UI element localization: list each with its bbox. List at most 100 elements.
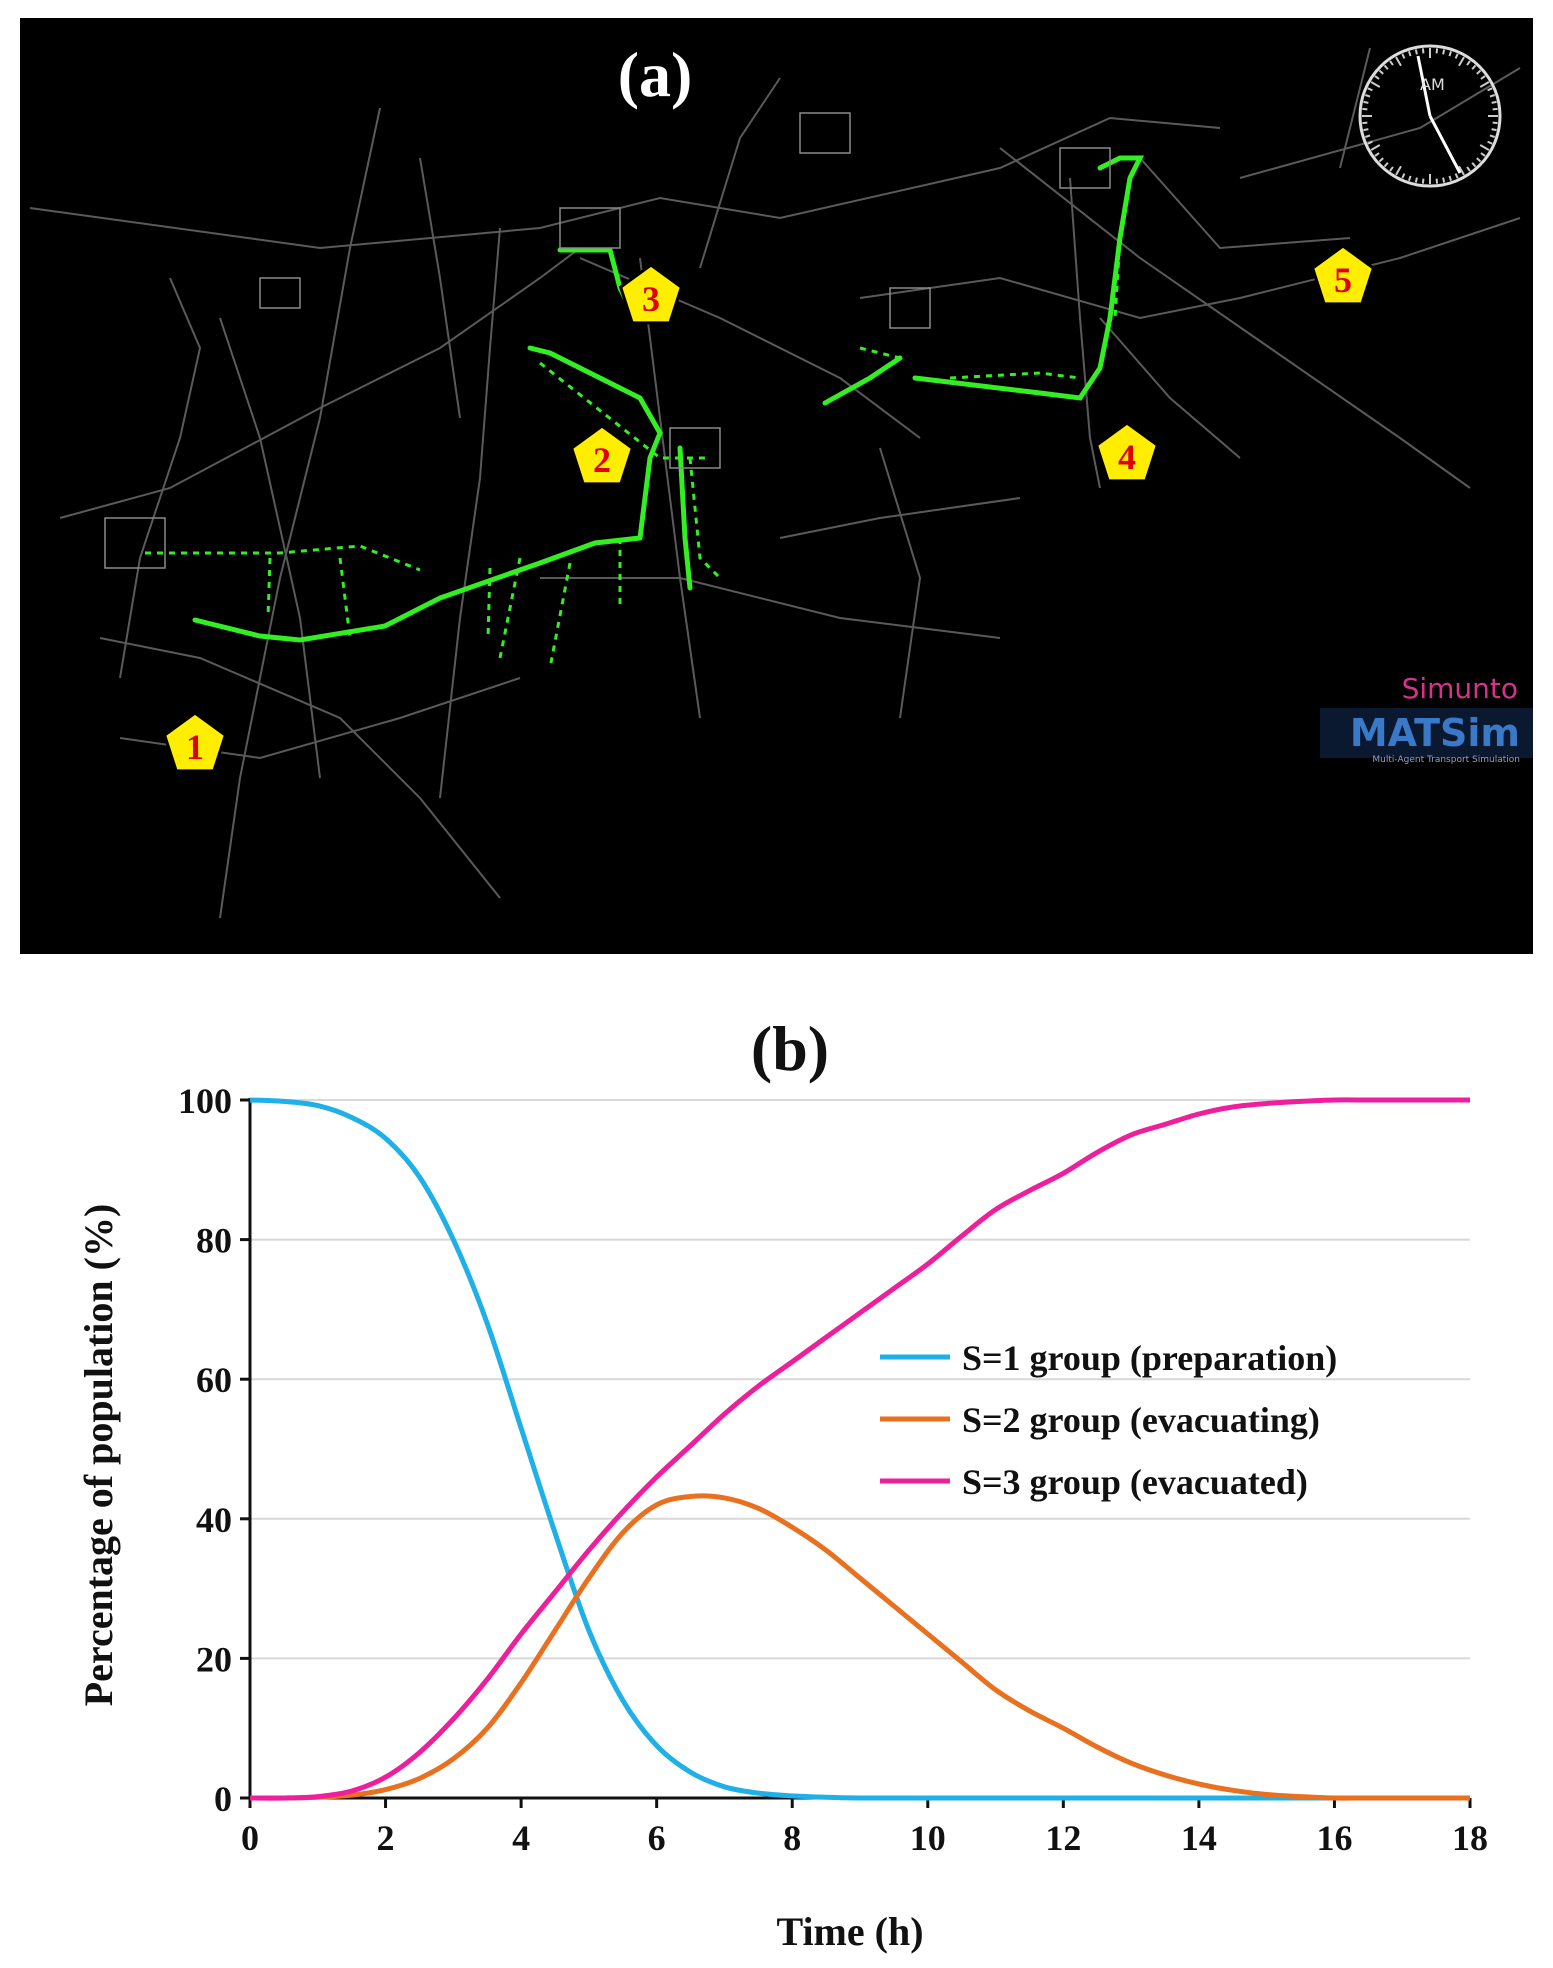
- clock-tick: [1383, 162, 1389, 168]
- y-tick-label: 0: [214, 1779, 232, 1819]
- matsim-logo: MATSim: [1350, 711, 1520, 755]
- chart-legend: S=1 group (preparation) S=2 group (evacua…: [880, 1338, 1337, 1502]
- clock-tick: [1491, 128, 1497, 132]
- matsim-logo-bg: [1320, 708, 1533, 758]
- clock-tick: [1471, 162, 1477, 168]
- chart-gridlines: [250, 1099, 1470, 1660]
- marker-pentagon: [1094, 421, 1160, 483]
- clock-tick: [1492, 121, 1498, 125]
- x-tick-label: 14: [1181, 1818, 1217, 1858]
- clock-tick: [1395, 165, 1402, 176]
- x-tick-label: 8: [783, 1818, 801, 1858]
- legend-label: S=1 group (preparation): [962, 1338, 1337, 1378]
- panel-a-label: (a): [618, 39, 693, 110]
- clock-tick: [1487, 140, 1493, 145]
- clock-tick: [1389, 166, 1394, 172]
- clock-tick: [1367, 140, 1373, 145]
- marker-pentagon: [618, 263, 684, 325]
- x-axis-label: Time (h): [776, 1909, 923, 1954]
- x-tick-label: 10: [910, 1818, 946, 1858]
- clock-tick: [1471, 64, 1477, 70]
- clock-tick: [1378, 157, 1384, 163]
- clock-tick: [1454, 53, 1459, 59]
- site-markers: 1 2 3 4 5: [162, 244, 1376, 773]
- x-tick-label: 0: [241, 1818, 259, 1858]
- marker-label: 2: [593, 440, 611, 480]
- marker-label: 3: [642, 279, 660, 319]
- clock-face: [1358, 44, 1502, 188]
- clock-tick: [1466, 166, 1471, 172]
- clock-minute-hand: [1428, 115, 1462, 174]
- map-view: 1 2 3 4 5 AM Simunto MATSim Multi-Agent Tran…: [20, 18, 1533, 954]
- clock-tick: [1476, 157, 1482, 163]
- simunto-logo: Simunto: [1402, 672, 1518, 705]
- series-line-2: [249, 1493, 1470, 1801]
- y-tick-label: 60: [196, 1360, 232, 1400]
- y-tick-label: 40: [196, 1500, 232, 1540]
- marker-1: 1: [162, 711, 228, 773]
- marker-label: 1: [186, 727, 204, 767]
- clock-widget: AM: [1358, 44, 1502, 188]
- town-clusters: [104, 112, 1111, 569]
- clock-tick: [1458, 56, 1465, 67]
- clock-tick: [1401, 53, 1406, 59]
- legend-label: S=2 group (evacuating): [962, 1400, 1320, 1440]
- clock-tick: [1414, 177, 1418, 183]
- clock-tick: [1466, 60, 1471, 66]
- clock-tick: [1383, 64, 1389, 70]
- clock-tick: [1479, 81, 1490, 88]
- x-tick-label: 4: [512, 1818, 530, 1858]
- legend-item-1: S=1 group (preparation): [880, 1338, 1337, 1378]
- clock-tick: [1489, 134, 1495, 138]
- marker-4: 4: [1094, 421, 1160, 483]
- clock-tick: [1363, 128, 1369, 132]
- clock-tick: [1489, 94, 1495, 98]
- clock-tick: [1370, 81, 1381, 88]
- y-tick-label: 100: [178, 1081, 232, 1121]
- clock-tick: [1435, 178, 1439, 184]
- x-tick-label: 16: [1316, 1818, 1352, 1858]
- clock-tick: [1492, 107, 1498, 111]
- x-tick-label: 2: [377, 1818, 395, 1858]
- clock-tick: [1374, 152, 1380, 157]
- matsim-subtitle: Multi-Agent Transport Simulation: [1372, 755, 1520, 765]
- x-tick-label: 18: [1452, 1818, 1488, 1858]
- chart-axes: [240, 1098, 1472, 1808]
- chart-series: [249, 1097, 1470, 1801]
- clock-tick: [1367, 87, 1373, 92]
- series-line-3: [249, 1097, 1470, 1801]
- x-tick-label: 12: [1045, 1818, 1081, 1858]
- clock-tick: [1414, 49, 1418, 55]
- x-tick-labels: 0 2 4 6 8 10 12 14 16 18: [241, 1818, 1488, 1858]
- marker-pentagon: [569, 424, 635, 486]
- marker-pentagon: [162, 711, 228, 773]
- series-line-1: [249, 1097, 1470, 1801]
- marker-label: 5: [1334, 260, 1352, 300]
- clock-tick: [1365, 134, 1371, 138]
- marker-pentagon: [1310, 244, 1376, 306]
- clock-tick: [1448, 51, 1452, 57]
- marker-5: 5: [1310, 244, 1376, 306]
- clock-tick: [1476, 69, 1482, 75]
- clock-hour-hand: [1416, 55, 1432, 117]
- clock-tick: [1448, 175, 1452, 181]
- marker-2: 2: [569, 424, 635, 486]
- clock-tick: [1480, 75, 1486, 80]
- legend-item-3: S=3 group (evacuated): [880, 1462, 1308, 1502]
- clock-tick: [1395, 56, 1402, 67]
- clock-tick: [1421, 48, 1425, 54]
- panel-b-label: (b): [751, 1013, 829, 1084]
- clock-tick: [1454, 173, 1459, 179]
- clock-tick: [1362, 121, 1368, 125]
- clock-tick: [1442, 49, 1446, 55]
- clock-tick: [1408, 175, 1412, 181]
- clock-tick: [1362, 107, 1368, 111]
- clock-tick: [1491, 100, 1497, 104]
- map-background: [20, 18, 1533, 954]
- clock-tick: [1480, 152, 1486, 157]
- legend-item-2: S=2 group (evacuating): [880, 1400, 1320, 1440]
- clock-tick: [1365, 94, 1371, 98]
- clock-tick: [1378, 69, 1384, 75]
- clock-tick: [1435, 48, 1439, 54]
- y-tick-label: 80: [196, 1221, 232, 1261]
